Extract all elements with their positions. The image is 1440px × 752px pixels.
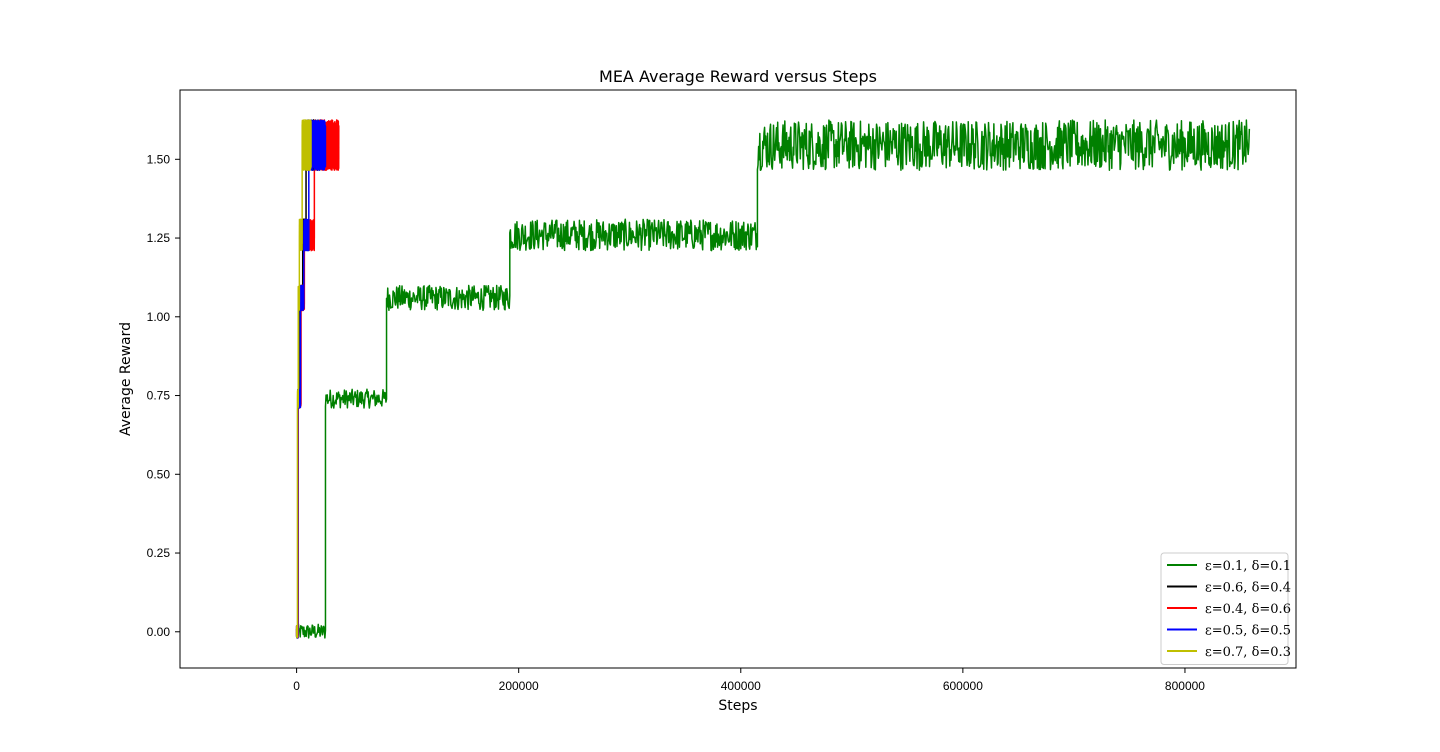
- x-tick-label: 400000: [721, 679, 761, 693]
- series-line-2: [295, 119, 340, 639]
- x-axis: 0 200000 400000 600000 800000: [293, 668, 1205, 693]
- series-line-0: [295, 119, 1251, 639]
- series-line-3: [295, 119, 327, 639]
- legend-box: [1160, 552, 1289, 665]
- x-axis-label: Steps: [718, 698, 757, 714]
- y-tick-label: 0.50: [147, 467, 171, 481]
- chart-title: MEA Average Reward versus Steps: [599, 67, 877, 86]
- x-tick-label: 800000: [1165, 679, 1205, 693]
- y-axis: 0.00 0.25 0.50 0.75 1.00 1.25 1.50: [147, 152, 180, 639]
- y-tick-label: 1.00: [147, 310, 171, 324]
- legend-label: ε=0.5, δ=0.5: [1205, 624, 1291, 639]
- x-tick-label: 0: [293, 679, 300, 693]
- legend-label: ε=0.1, δ=0.1: [1205, 559, 1291, 574]
- x-tick-label: 200000: [499, 679, 539, 693]
- legend-label: ε=0.6, δ=0.4: [1205, 581, 1291, 596]
- y-tick-label: 1.25: [147, 231, 171, 245]
- plot-frame: [179, 89, 1297, 669]
- y-tick-label: 0.00: [147, 625, 171, 639]
- y-tick-label: 0.25: [147, 546, 171, 560]
- y-tick-label: 0.75: [147, 389, 171, 403]
- y-tick-label: 1.50: [147, 152, 171, 166]
- x-tick-label: 600000: [943, 679, 983, 693]
- series-layer: [295, 119, 1251, 639]
- y-axis-label: Average Reward: [118, 322, 134, 436]
- legend-label: ε=0.7, δ=0.3: [1205, 645, 1291, 660]
- series-line-4: [295, 119, 312, 639]
- legend-label: ε=0.4, δ=0.6: [1205, 602, 1291, 617]
- legend: ε=0.1, δ=0.1 ε=0.6, δ=0.4 ε=0.4, δ=0.6 ε=0.…: [1160, 552, 1291, 665]
